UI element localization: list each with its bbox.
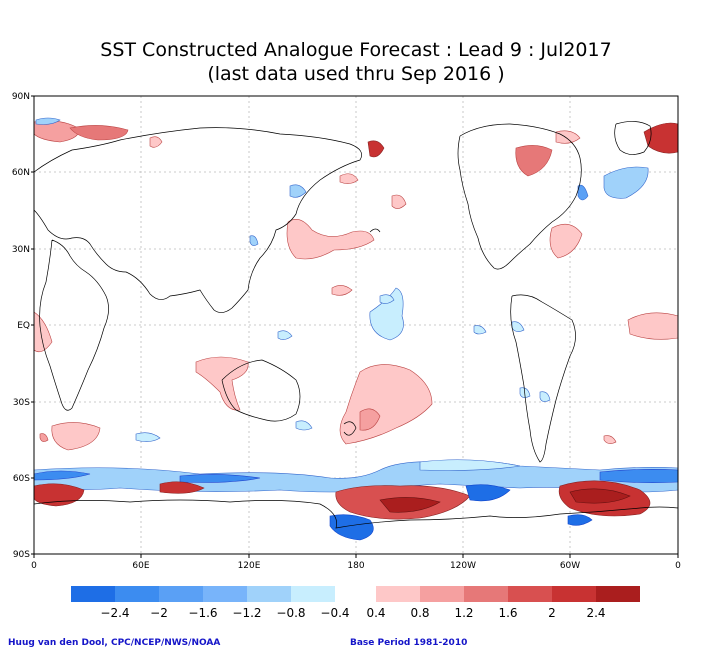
longitude-axis-labels: 0 60E 120E 180 120W 60W 0 <box>31 554 681 571</box>
lat-label: 30S <box>13 398 30 408</box>
title-line-2: (last data used thru Sep 2016 ) <box>207 63 505 85</box>
legend-swatch-negative <box>291 586 335 602</box>
lat-label: 60N <box>12 168 30 178</box>
lon-label: 120W <box>450 561 476 571</box>
legend-swatch-positive <box>596 586 640 602</box>
legend-label-positive: 0.8 <box>410 606 429 620</box>
lon-label: 60W <box>560 561 580 571</box>
legend-label-positive: 0.4 <box>366 606 385 620</box>
lon-label: 180 <box>347 561 364 571</box>
title-line-1: SST Constructed Analogue Forecast : Lead… <box>100 39 612 61</box>
legend-swatch-positive <box>508 586 552 602</box>
lon-label: 120E <box>238 561 261 571</box>
legend-swatch-positive <box>376 586 420 602</box>
base-period: Base Period 1981-2010 <box>350 638 468 648</box>
legend-label-negative: −1.2 <box>232 606 261 620</box>
lat-label: 90S <box>13 550 30 560</box>
sst-anomaly-shading <box>33 117 679 541</box>
legend-swatch-negative <box>247 586 291 602</box>
author-credit: Huug van den Dool, CPC/NCEP/NWS/NOAA <box>8 638 221 648</box>
legend-label-positive: 2 <box>548 606 556 620</box>
legend-swatch-negative <box>159 586 203 602</box>
lon-label: 0 <box>31 561 37 571</box>
legend-label-negative: −1.6 <box>188 606 217 620</box>
lat-label: 60S <box>13 474 30 484</box>
lon-label: 60E <box>132 561 149 571</box>
lat-label: 30N <box>12 245 30 255</box>
continent-outlines <box>33 121 679 529</box>
legend-swatch-positive <box>464 586 508 602</box>
legend-swatch-positive <box>420 586 464 602</box>
legend-label-positive: 1.6 <box>498 606 517 620</box>
lat-label: EQ <box>17 321 30 331</box>
legend-label-negative: −2 <box>150 606 168 620</box>
legend-swatch-positive <box>552 586 596 602</box>
legend-label-negative: −0.4 <box>320 606 349 620</box>
legend-label-positive: 2.4 <box>586 606 605 620</box>
chart-title: SST Constructed Analogue Forecast : Lead… <box>0 38 712 86</box>
lon-label: 0 <box>675 561 681 571</box>
legend-swatch-negative <box>203 586 247 602</box>
color-legend: −2.4 −2 −1.6 −1.2 −0.8 −0.4 0.4 0.8 1.2 1.6 2 2.4 <box>71 586 640 620</box>
lat-label: 90N <box>12 92 30 102</box>
legend-label-negative: −0.8 <box>276 606 305 620</box>
legend-label-positive: 1.2 <box>454 606 473 620</box>
legend-swatch-negative <box>71 586 115 602</box>
latitude-axis-labels: 90N 60N 30N EQ 30S 60S 90S <box>12 92 34 560</box>
legend-swatch-negative <box>115 586 159 602</box>
legend-label-negative: −2.4 <box>100 606 129 620</box>
